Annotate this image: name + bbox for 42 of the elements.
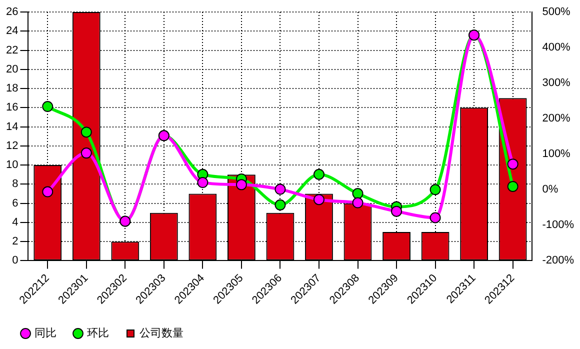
point bbox=[507, 180, 518, 192]
point bbox=[42, 101, 54, 112]
y-tick-label: 0 bbox=[12, 254, 18, 267]
y-tick-label: 24 bbox=[6, 25, 18, 38]
y2-tick-label: -200% bbox=[542, 254, 574, 267]
y2-tick-label: 0% bbox=[542, 184, 558, 196]
y-tick-label: 10 bbox=[6, 159, 18, 172]
point bbox=[430, 184, 441, 196]
point bbox=[352, 188, 364, 200]
y2-tick-label: -100% bbox=[542, 219, 574, 232]
y-tick-label: 16 bbox=[6, 102, 18, 114]
point bbox=[80, 148, 92, 159]
y-tick-label: 18 bbox=[6, 82, 18, 95]
point bbox=[236, 179, 247, 190]
point bbox=[391, 206, 402, 217]
y2-tick-label: 500% bbox=[542, 6, 571, 18]
y2-tick-label: 200% bbox=[542, 112, 571, 125]
point bbox=[80, 126, 92, 138]
y-tick-label: 8 bbox=[12, 178, 18, 190]
y2-tick-label: 400% bbox=[542, 42, 571, 54]
point bbox=[313, 168, 324, 180]
point bbox=[507, 158, 518, 170]
point bbox=[430, 212, 441, 224]
point bbox=[352, 197, 364, 208]
y-tick-label: 20 bbox=[6, 63, 18, 76]
y-tick-label: 12 bbox=[6, 140, 18, 152]
legend-label: 同比 bbox=[34, 326, 56, 340]
point bbox=[274, 184, 286, 195]
point bbox=[197, 177, 208, 188]
point bbox=[274, 199, 286, 210]
y-tick-label: 4 bbox=[12, 216, 18, 228]
y-tick-label: 26 bbox=[6, 6, 18, 18]
legend-label: 环比 bbox=[87, 326, 109, 340]
legend-label: 公司数量 bbox=[140, 326, 184, 340]
point bbox=[42, 186, 54, 198]
y2-tick-label: 300% bbox=[542, 77, 571, 90]
y-tick-label: 6 bbox=[12, 197, 18, 210]
y2-tick-label: 100% bbox=[542, 148, 571, 160]
y-tick-label: 22 bbox=[6, 44, 18, 56]
y-tick-label: 14 bbox=[6, 120, 18, 133]
point bbox=[313, 194, 324, 206]
y-tick-label: 2 bbox=[12, 236, 18, 248]
